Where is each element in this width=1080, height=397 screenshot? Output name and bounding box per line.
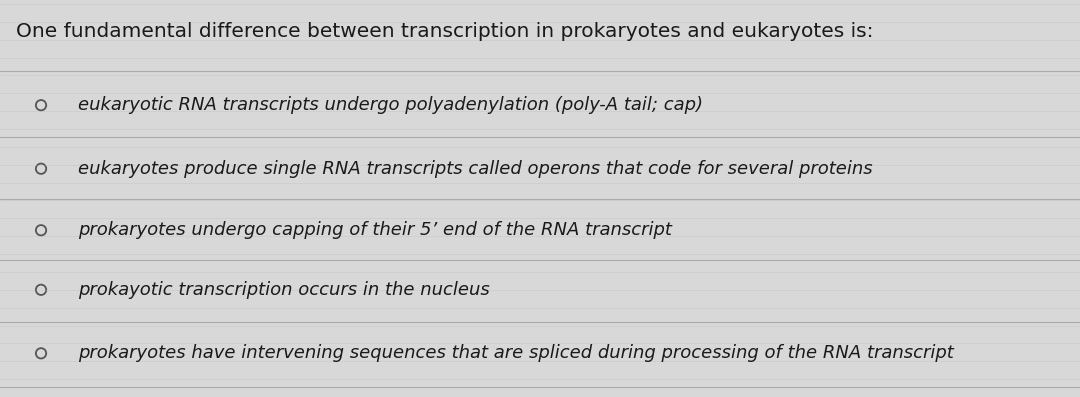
Text: prokaryotes undergo capping of their 5’ end of the RNA transcript: prokaryotes undergo capping of their 5’ …: [78, 221, 672, 239]
Text: prokaryotes have intervening sequences that are spliced during processing of the: prokaryotes have intervening sequences t…: [78, 344, 954, 362]
Text: One fundamental difference between transcription in prokaryotes and eukaryotes i: One fundamental difference between trans…: [16, 22, 874, 41]
Text: eukaryotic RNA transcripts undergo polyadenylation (poly-A tail; cap): eukaryotic RNA transcripts undergo polya…: [78, 96, 703, 114]
Text: eukaryotes produce single RNA transcripts called operons that code for several p: eukaryotes produce single RNA transcript…: [78, 160, 873, 178]
Text: prokayotic transcription occurs in the nucleus: prokayotic transcription occurs in the n…: [78, 281, 489, 299]
